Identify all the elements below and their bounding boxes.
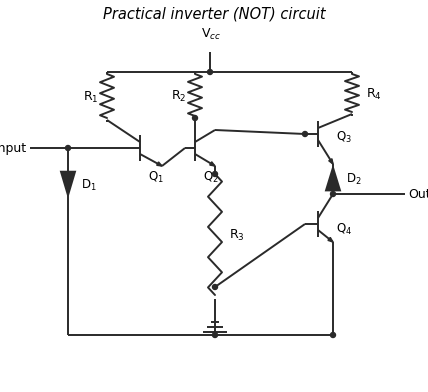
Polygon shape <box>61 172 75 195</box>
Text: Output: Output <box>408 187 428 200</box>
Circle shape <box>212 172 217 176</box>
Circle shape <box>330 332 336 338</box>
Polygon shape <box>210 162 215 166</box>
Circle shape <box>330 192 336 196</box>
Circle shape <box>212 285 217 290</box>
Text: Input: Input <box>0 142 27 154</box>
Polygon shape <box>328 238 333 242</box>
Polygon shape <box>157 162 162 166</box>
Text: Q$_4$: Q$_4$ <box>336 221 352 236</box>
Text: R$_4$: R$_4$ <box>366 87 382 102</box>
Text: D$_1$: D$_1$ <box>81 178 97 193</box>
Text: Q$_2$: Q$_2$ <box>203 170 219 185</box>
Text: R$_1$: R$_1$ <box>83 89 99 105</box>
Polygon shape <box>326 168 340 191</box>
Circle shape <box>303 131 307 136</box>
Circle shape <box>193 116 197 120</box>
Circle shape <box>212 332 217 338</box>
Circle shape <box>65 145 71 151</box>
Text: D$_2$: D$_2$ <box>346 171 362 187</box>
Text: R$_2$: R$_2$ <box>171 89 187 103</box>
Polygon shape <box>329 159 333 164</box>
Text: Q$_1$: Q$_1$ <box>148 170 164 185</box>
Text: Practical inverter (NOT) circuit: Practical inverter (NOT) circuit <box>103 7 325 22</box>
Text: V$_{cc}$: V$_{cc}$ <box>201 27 221 42</box>
Text: R$_3$: R$_3$ <box>229 228 245 243</box>
Circle shape <box>208 69 212 74</box>
Text: Q$_3$: Q$_3$ <box>336 129 352 145</box>
